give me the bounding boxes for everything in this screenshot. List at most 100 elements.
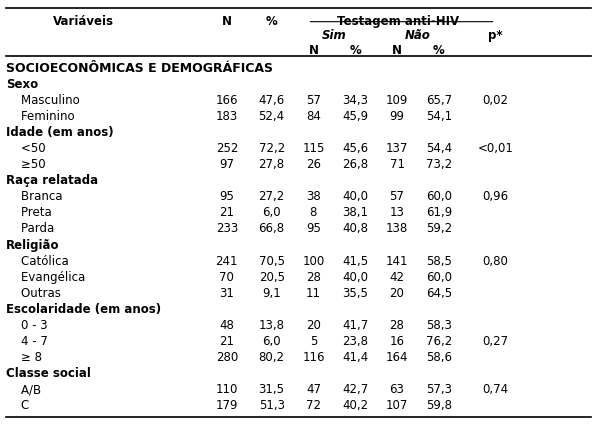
Text: 166: 166 <box>216 94 238 107</box>
Text: 57,3: 57,3 <box>426 383 452 396</box>
Text: 280: 280 <box>216 351 238 364</box>
Text: 57: 57 <box>390 190 404 203</box>
Text: 20: 20 <box>390 287 404 300</box>
Text: 31,5: 31,5 <box>259 383 285 396</box>
Text: 57: 57 <box>306 94 321 107</box>
Text: 42: 42 <box>389 271 405 284</box>
Text: 61,9: 61,9 <box>426 206 452 219</box>
Text: 47: 47 <box>306 383 321 396</box>
Text: 164: 164 <box>386 351 408 364</box>
Text: 241: 241 <box>216 254 238 268</box>
Text: 41,5: 41,5 <box>342 254 368 268</box>
Text: 4 - 7: 4 - 7 <box>6 335 48 348</box>
Text: 13: 13 <box>390 206 404 219</box>
Text: 84: 84 <box>306 110 321 123</box>
Text: 38,1: 38,1 <box>342 206 368 219</box>
Text: 6,0: 6,0 <box>262 335 281 348</box>
Text: 54,4: 54,4 <box>426 142 452 155</box>
Text: Idade (em anos): Idade (em anos) <box>6 126 113 139</box>
Text: 42,7: 42,7 <box>342 383 368 396</box>
Text: 13,8: 13,8 <box>259 319 285 332</box>
Text: N: N <box>392 44 402 57</box>
Text: Parda: Parda <box>6 222 54 235</box>
Text: ≥50: ≥50 <box>6 158 45 171</box>
Text: A/B: A/B <box>6 383 41 396</box>
Text: 38: 38 <box>306 190 321 203</box>
Text: 179: 179 <box>216 399 238 412</box>
Text: 99: 99 <box>389 110 405 123</box>
Text: 48: 48 <box>220 319 234 332</box>
Text: 100: 100 <box>302 254 325 268</box>
Text: 20,5: 20,5 <box>259 271 285 284</box>
Text: Branca: Branca <box>6 190 63 203</box>
Text: 72,2: 72,2 <box>259 142 285 155</box>
Text: 73,2: 73,2 <box>426 158 452 171</box>
Text: 115: 115 <box>302 142 325 155</box>
Text: 60,0: 60,0 <box>426 271 452 284</box>
Text: 35,5: 35,5 <box>342 287 368 300</box>
Text: Religião: Religião <box>6 238 60 251</box>
Text: Feminino: Feminino <box>6 110 75 123</box>
Text: 6,0: 6,0 <box>262 206 281 219</box>
Text: 72: 72 <box>306 399 321 412</box>
Text: <0,01: <0,01 <box>478 142 513 155</box>
Text: 59,8: 59,8 <box>426 399 452 412</box>
Text: 52,4: 52,4 <box>259 110 285 123</box>
Text: Testagem anti-HIV: Testagem anti-HIV <box>337 15 460 28</box>
Text: 80,2: 80,2 <box>259 351 285 364</box>
Text: 41,7: 41,7 <box>342 319 368 332</box>
Text: Outras: Outras <box>6 287 61 300</box>
Text: N: N <box>309 44 318 57</box>
Text: 28: 28 <box>390 319 404 332</box>
Text: 5: 5 <box>310 335 317 348</box>
Text: 0,27: 0,27 <box>482 335 509 348</box>
Text: C: C <box>6 399 29 412</box>
Text: %: % <box>433 44 445 57</box>
Text: 252: 252 <box>216 142 238 155</box>
Text: 64,5: 64,5 <box>426 287 452 300</box>
Text: 0,02: 0,02 <box>482 94 509 107</box>
Text: 45,9: 45,9 <box>342 110 368 123</box>
Text: 31: 31 <box>220 287 234 300</box>
Text: <50: <50 <box>6 142 45 155</box>
Text: 183: 183 <box>216 110 238 123</box>
Text: 40,0: 40,0 <box>342 271 368 284</box>
Text: 45,6: 45,6 <box>342 142 368 155</box>
Text: 137: 137 <box>386 142 408 155</box>
Text: Católica: Católica <box>6 254 69 268</box>
Text: 11: 11 <box>306 287 321 300</box>
Text: Variáveis: Variáveis <box>53 15 114 28</box>
Text: 58,5: 58,5 <box>426 254 452 268</box>
Text: Sexo: Sexo <box>6 78 38 91</box>
Text: 21: 21 <box>219 206 235 219</box>
Text: 95: 95 <box>220 190 234 203</box>
Text: 116: 116 <box>302 351 325 364</box>
Text: 71: 71 <box>389 158 405 171</box>
Text: 20: 20 <box>306 319 321 332</box>
Text: 141: 141 <box>386 254 408 268</box>
Text: p*: p* <box>488 29 503 43</box>
Text: 76,2: 76,2 <box>426 335 452 348</box>
Text: N: N <box>222 15 232 28</box>
Text: 9,1: 9,1 <box>262 287 281 300</box>
Text: 58,6: 58,6 <box>426 351 452 364</box>
Text: 21: 21 <box>219 335 235 348</box>
Text: 54,1: 54,1 <box>426 110 452 123</box>
Text: 70: 70 <box>220 271 234 284</box>
Text: %: % <box>266 15 278 28</box>
Text: 27,8: 27,8 <box>259 158 285 171</box>
Text: 40,0: 40,0 <box>342 190 368 203</box>
Text: 63: 63 <box>390 383 404 396</box>
Text: 41,4: 41,4 <box>342 351 368 364</box>
Text: 59,2: 59,2 <box>426 222 452 235</box>
Text: 47,6: 47,6 <box>259 94 285 107</box>
Text: 0,80: 0,80 <box>482 254 509 268</box>
Text: 60,0: 60,0 <box>426 190 452 203</box>
Text: 16: 16 <box>389 335 405 348</box>
Text: 40,2: 40,2 <box>342 399 368 412</box>
Text: 26,8: 26,8 <box>342 158 368 171</box>
Text: 65,7: 65,7 <box>426 94 452 107</box>
Text: SOCIOECONÔMICAS E DEMOGRÁFICAS: SOCIOECONÔMICAS E DEMOGRÁFICAS <box>6 62 273 75</box>
Text: Evangélica: Evangélica <box>6 271 85 284</box>
Text: 107: 107 <box>386 399 408 412</box>
